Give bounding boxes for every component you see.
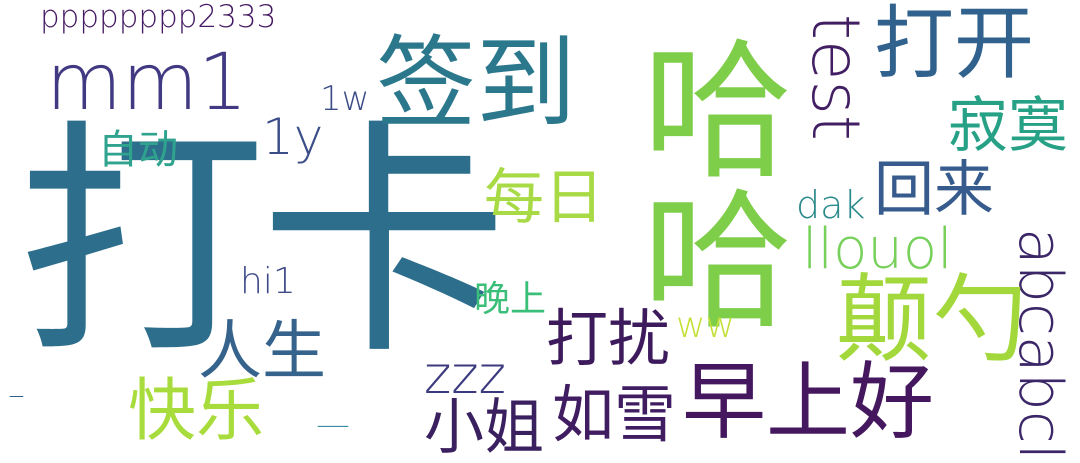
word-zzz: zzz [424,346,506,406]
word-dianjun: 颠勺 [836,264,1028,376]
word-dakai: 打开 [874,0,1034,90]
word-wanshang: 晚上 [474,279,547,320]
word-xiaojie: 小姐 [424,393,544,463]
word-kuaile: 快乐 [128,372,265,451]
word-darao: 打扰 [546,302,671,375]
word-test: test [797,14,874,141]
word-xiao: 哈哈 [617,32,791,332]
word-test-wrapper: test [797,14,874,141]
word-ruxue: 如雪 [552,378,677,451]
word-ww: ww [676,305,735,346]
word-underscore: _ [10,368,23,398]
word-hi1: hi1 [240,261,296,302]
word-1w: 1w [320,79,370,119]
word-double-underscore: __ [318,393,348,428]
word-huilai: 回来 [874,155,994,225]
word-mm1: mm1 [46,38,248,128]
word-daka: 打卡 [18,100,508,388]
word-dak: dak [796,183,866,227]
word-pppppppp2333: pppppppp2333 [40,0,277,35]
word-meiri: 每日 [484,163,604,233]
word-zidong: 自动 [98,127,178,173]
word-rensheng: 人生 [198,315,326,389]
word-zaoshang: 早上好 [682,353,935,451]
word-qiandao: 签到 [376,25,576,142]
word-llouol: llouol [802,217,953,282]
word-1y: 1y [262,108,324,166]
word-jimo: 寂寞 [948,91,1068,161]
